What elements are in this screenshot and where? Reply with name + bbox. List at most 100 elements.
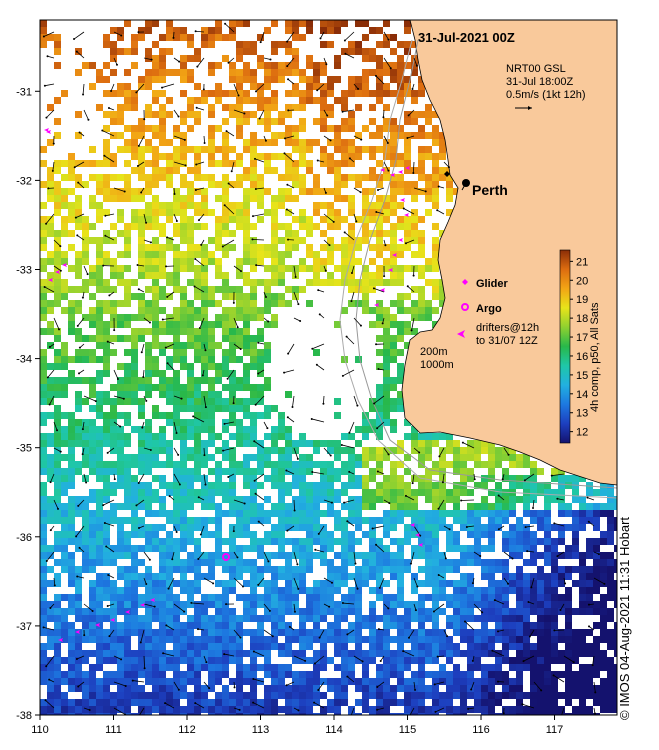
sst-cell [124, 468, 131, 475]
sst-cell [131, 153, 138, 160]
sst-cell [131, 685, 138, 692]
sst-cell [348, 650, 355, 657]
sst-cell [299, 118, 306, 125]
sst-cell [180, 209, 187, 216]
sst-cell [145, 671, 152, 678]
sst-cell [306, 251, 313, 258]
sst-cell [180, 391, 187, 398]
sst-cell [600, 657, 607, 664]
sst-cell [425, 552, 432, 559]
sst-cell [299, 566, 306, 573]
current-arrow-icon [284, 153, 295, 163]
sst-cell [334, 615, 341, 622]
sst-cell [607, 510, 614, 517]
sst-cell [243, 496, 250, 503]
sst-cell [320, 468, 327, 475]
sst-cell [306, 517, 313, 524]
sst-cell [236, 671, 243, 678]
sst-cell [544, 692, 551, 699]
sst-cell [523, 489, 530, 496]
sst-cell [208, 356, 215, 363]
sst-cell [390, 601, 397, 608]
sst-cell [516, 517, 523, 524]
sst-cell [229, 342, 236, 349]
sst-cell [586, 608, 593, 615]
sst-cell [558, 657, 565, 664]
sst-cell [61, 216, 68, 223]
sst-cell [96, 244, 103, 251]
sst-cell [40, 314, 47, 321]
sst-cell [159, 230, 166, 237]
sst-cell [187, 321, 194, 328]
sst-cell [215, 650, 222, 657]
sst-cell [250, 279, 257, 286]
current-arrowhead-icon [293, 509, 296, 512]
sst-cell [320, 111, 327, 118]
sst-cell [159, 321, 166, 328]
current-arrowhead-icon [204, 406, 207, 409]
sst-cell [369, 405, 376, 412]
sst-cell [516, 587, 523, 594]
sst-cell [341, 433, 348, 440]
sst-cell [348, 153, 355, 160]
sst-cell [208, 706, 215, 713]
sst-cell [390, 622, 397, 629]
sst-cell [152, 384, 159, 391]
sst-cell [404, 160, 411, 167]
sst-cell [173, 664, 180, 671]
sst-cell [243, 363, 250, 370]
sst-cell [362, 300, 369, 307]
sst-cell [404, 132, 411, 139]
sst-cell [180, 349, 187, 356]
sst-cell [257, 510, 264, 517]
sst-cell [243, 692, 250, 699]
sst-cell [390, 573, 397, 580]
sst-cell [271, 405, 278, 412]
sst-cell [180, 195, 187, 202]
sst-cell [159, 244, 166, 251]
sst-cell [61, 342, 68, 349]
sst-cell [341, 125, 348, 132]
sst-cell [334, 398, 341, 405]
sst-cell [404, 293, 411, 300]
sst-cell [495, 622, 502, 629]
sst-cell [187, 76, 194, 83]
sst-cell [145, 468, 152, 475]
sst-cell [341, 524, 348, 531]
sst-cell [551, 601, 558, 608]
sst-cell [411, 496, 418, 503]
sst-cell [271, 636, 278, 643]
sst-cell [488, 629, 495, 636]
sst-cell [152, 293, 159, 300]
sst-cell [502, 706, 509, 713]
sst-cell [278, 279, 285, 286]
sst-cell [341, 580, 348, 587]
sst-cell [292, 650, 299, 657]
sst-cell [516, 482, 523, 489]
current-arrowhead-icon [254, 403, 257, 406]
sst-cell [306, 279, 313, 286]
sst-cell [299, 34, 306, 41]
sst-cell [390, 608, 397, 615]
sst-cell [236, 69, 243, 76]
sst-cell [166, 202, 173, 209]
sst-cell [467, 601, 474, 608]
sst-cell [229, 475, 236, 482]
current-arrowhead-icon [461, 441, 464, 444]
sst-cell [439, 475, 446, 482]
sst-cell [173, 692, 180, 699]
sst-cell [285, 643, 292, 650]
sst-cell [460, 594, 467, 601]
sst-cell [481, 685, 488, 692]
sst-cell [334, 412, 341, 419]
sst-cell [369, 209, 376, 216]
sst-cell [320, 587, 327, 594]
sst-cell [418, 454, 425, 461]
sst-cell [257, 34, 264, 41]
sst-cell [208, 146, 215, 153]
current-arrow-icon [82, 83, 85, 95]
sst-cell [572, 629, 579, 636]
sst-cell [474, 685, 481, 692]
sst-cell [320, 601, 327, 608]
sst-cell [439, 132, 446, 139]
